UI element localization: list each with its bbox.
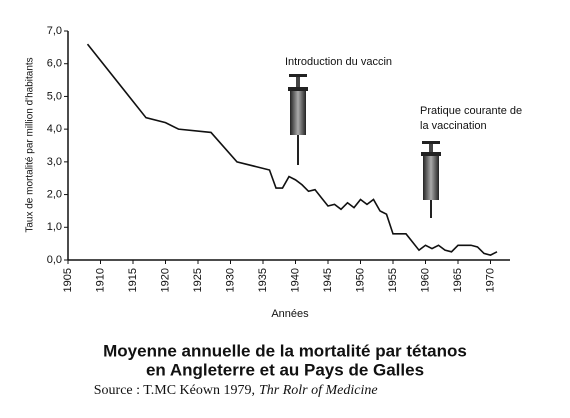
annotation: la vaccination (420, 120, 487, 132)
x-tick-label: 1905 (62, 268, 74, 292)
x-tick-label: 1920 (159, 268, 171, 292)
x-tick-label: 1955 (387, 268, 399, 292)
x-tick-label: 1970 (484, 268, 496, 292)
y-tick-label: 3,0 (47, 156, 62, 168)
chart-subtitle: en Angleterre et au Pays de Galles (146, 360, 424, 379)
x-tick-label: 1915 (127, 268, 139, 292)
y-tick-label: 6,0 (47, 58, 62, 70)
syringe-icon (288, 74, 308, 165)
source: Source : T.MC Kéown 1979, (94, 383, 255, 398)
chart-title: Moyenne annuelle de la mortalité par tét… (103, 341, 467, 360)
x-tick-label: 1940 (289, 268, 301, 292)
x-tick-label: 1910 (94, 268, 106, 292)
x-tick-label: 1925 (192, 268, 204, 292)
y-tick-label: 0,0 (47, 254, 62, 266)
y-tick-label: 4,0 (47, 123, 62, 135)
data-line (86, 43, 498, 256)
x-axis-label: Années (271, 308, 309, 320)
x-tick-label: 1930 (224, 268, 236, 292)
source-title: Thr Rolr of Medicine (259, 383, 378, 398)
annotation: Pratique courante de (420, 105, 522, 117)
y-axis-label: Taux de mortalité par million d'habitant… (25, 57, 36, 232)
syringe-icon (421, 141, 441, 218)
x-tick-label: 1950 (354, 268, 366, 292)
x-tick-label: 1960 (419, 268, 431, 292)
x-tick-label: 1945 (322, 268, 334, 292)
y-tick-label: 2,0 (47, 188, 62, 200)
y-tick-label: 5,0 (47, 90, 62, 102)
x-tick-label: 1965 (452, 268, 464, 292)
x-tick-label: 1935 (257, 268, 269, 292)
y-tick-label: 7,0 (47, 25, 62, 37)
annotation: Introduction du vaccin (285, 56, 392, 68)
y-tick-label: 1,0 (47, 221, 62, 233)
